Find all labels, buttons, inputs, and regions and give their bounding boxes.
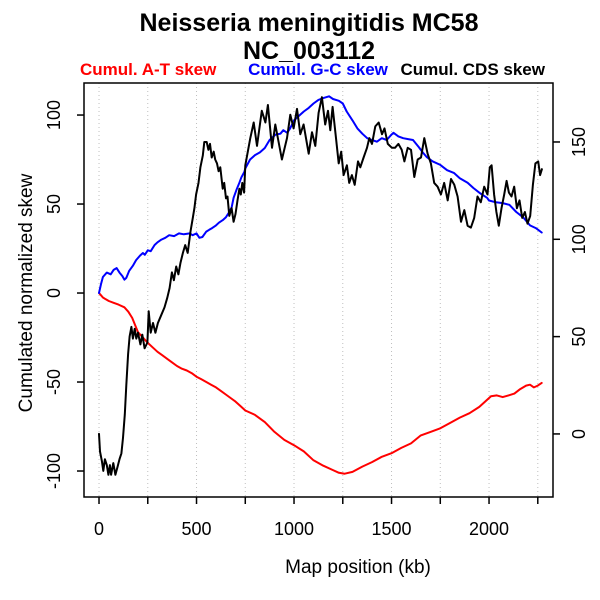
x-tick-label: 1500 xyxy=(372,519,412,539)
x-tick-label: 0 xyxy=(94,519,104,539)
y-right-tick-label: 50 xyxy=(569,327,589,347)
y-axis-label: Cumulated normalized skew xyxy=(16,173,37,413)
x-axis-label: Map position (kb) xyxy=(285,557,431,578)
y-right-tick-label: 150 xyxy=(569,127,589,157)
legend-item-cds-skew: Cumul. CDS skew xyxy=(400,60,545,79)
legend-item-at-skew: Cumul. A-T skew xyxy=(80,60,217,79)
y-left-tick-label: 100 xyxy=(44,100,64,130)
x-tick-label: 2000 xyxy=(469,519,509,539)
series-line-cumul-a-t-skew xyxy=(98,292,543,475)
chart-subtitle: NC_003112 xyxy=(242,37,376,65)
series-line-cumul-cds-skew xyxy=(98,96,543,476)
y-left-tick-label: 50 xyxy=(44,194,64,214)
legend-item-gc-skew: Cumul. G-C skew xyxy=(248,60,388,79)
chart-title: Neisseria meningitidis MC58 xyxy=(139,9,479,37)
y-left-tick-label: -50 xyxy=(44,369,64,395)
plot-border xyxy=(83,82,554,498)
x-tick-label: 1000 xyxy=(274,519,314,539)
y-left-tick-label: -100 xyxy=(44,453,64,489)
y-right-tick-label: 100 xyxy=(569,224,589,254)
series-line-cumul-g-c-skew xyxy=(98,95,543,294)
y-left-tick-label: 0 xyxy=(44,288,64,298)
y-right-tick-label: 0 xyxy=(569,429,589,439)
x-tick-label: 500 xyxy=(181,519,211,539)
